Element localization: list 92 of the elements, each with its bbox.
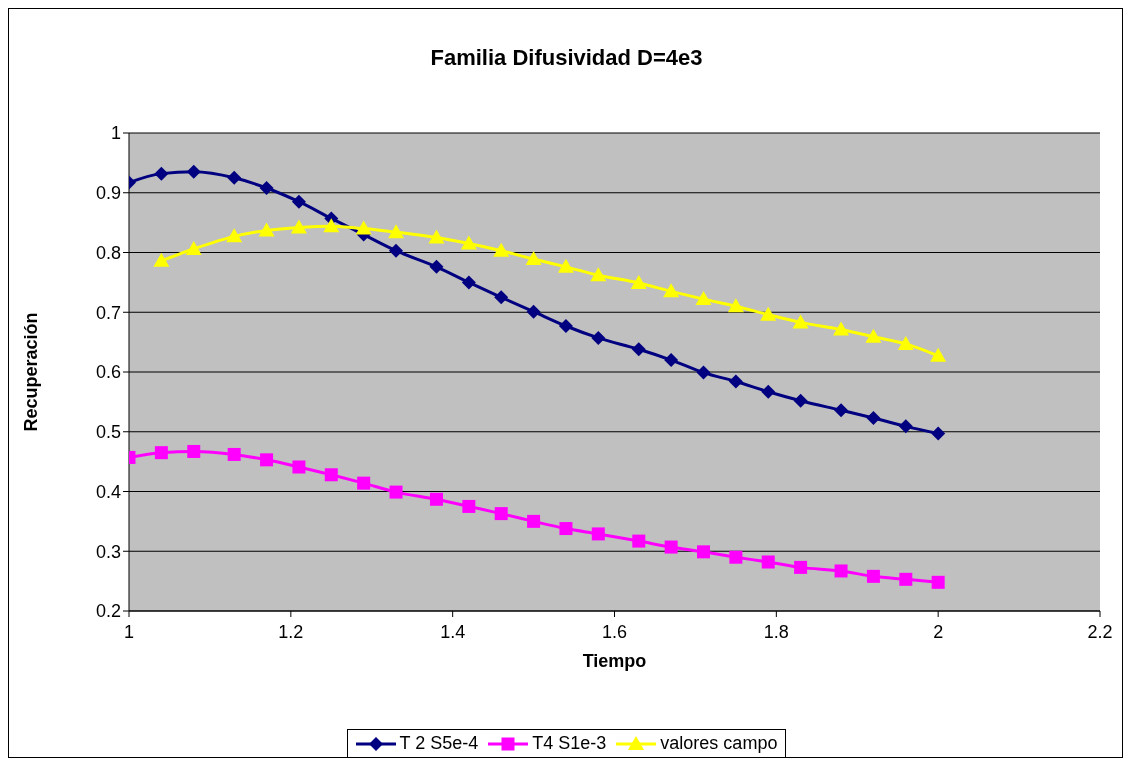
point [389, 243, 404, 258]
point [226, 228, 243, 243]
point [899, 572, 913, 586]
y-tick-label: 0.2 [95, 601, 121, 622]
point [663, 283, 680, 298]
point [591, 330, 606, 345]
point [930, 347, 947, 362]
point [664, 353, 679, 368]
point [696, 365, 711, 380]
point [187, 444, 201, 458]
point [866, 411, 881, 426]
point [931, 426, 946, 441]
point [292, 460, 306, 474]
point [695, 291, 712, 306]
point [153, 252, 170, 267]
x-tick-label: 2 [933, 621, 944, 642]
point [761, 555, 775, 569]
y-tick-label: 0.7 [95, 302, 121, 323]
point [357, 476, 371, 490]
y-tick-label: 0.3 [95, 541, 121, 562]
point [525, 251, 542, 266]
point [631, 342, 646, 357]
point [526, 304, 541, 319]
y-tick-label: 0.9 [95, 183, 121, 204]
point [527, 514, 541, 528]
point [429, 492, 443, 506]
point [389, 485, 403, 499]
point [227, 447, 241, 461]
point [259, 180, 274, 195]
point [727, 298, 744, 313]
point [154, 446, 168, 460]
point [493, 242, 510, 257]
y-tick-label: 0.4 [95, 481, 121, 502]
point [154, 166, 169, 181]
point [630, 274, 647, 289]
point [761, 384, 776, 399]
point [697, 545, 711, 559]
point [557, 258, 574, 273]
x-tick-label: 1 [123, 621, 135, 642]
point [559, 522, 573, 536]
point [186, 164, 201, 179]
point [462, 499, 476, 513]
point [558, 318, 573, 333]
point [185, 240, 202, 255]
legend-label: T 2 S5e-4 [399, 733, 479, 754]
x-tick-label: 1.4 [440, 621, 466, 642]
point [897, 335, 914, 350]
point [794, 560, 808, 574]
point [792, 314, 809, 329]
y-tick-label: 1 [110, 123, 121, 144]
point [728, 374, 743, 389]
point [793, 393, 808, 408]
point [290, 219, 307, 234]
x-tick-label: 2.2 [1087, 621, 1113, 642]
point [227, 170, 242, 185]
point [931, 575, 945, 589]
y-tick-label: 0.8 [95, 242, 121, 263]
point [865, 328, 882, 343]
point [323, 218, 340, 233]
point [258, 222, 275, 237]
legend-label: T4 S1e-3 [532, 733, 607, 754]
point [461, 275, 476, 290]
point [590, 267, 607, 282]
point [866, 569, 880, 583]
point [834, 564, 848, 578]
x-tick-label: 1.2 [278, 621, 304, 642]
point [632, 534, 646, 548]
point [291, 194, 306, 209]
point [760, 306, 777, 321]
point [494, 507, 508, 521]
point [664, 540, 678, 554]
x-tick-label: 1.6 [601, 621, 628, 642]
point [833, 321, 850, 336]
point [591, 527, 605, 541]
chart-title: Familia Difusividad D=4e3 [429, 45, 704, 71]
point [460, 235, 477, 250]
point [429, 259, 444, 274]
point [898, 419, 913, 434]
y-axis-title: Recuperación [21, 312, 42, 432]
x-tick-label: 1.8 [763, 621, 789, 642]
point [494, 290, 509, 305]
x-axis-title: Tiempo [582, 651, 647, 671]
y-tick-label: 0.6 [95, 362, 121, 383]
point [834, 403, 849, 418]
point [355, 220, 372, 235]
point [324, 468, 338, 482]
legend-label: valores campo [660, 733, 778, 754]
point [428, 229, 445, 244]
point [388, 224, 405, 239]
y-tick-label: 0.5 [95, 422, 121, 443]
point [260, 453, 274, 467]
point [729, 550, 743, 564]
